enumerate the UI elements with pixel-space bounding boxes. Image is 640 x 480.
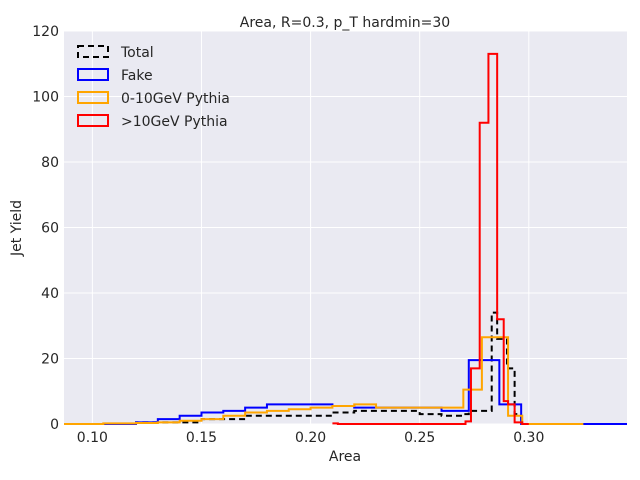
series-layer [64, 52, 627, 425]
y-tick-label: 80 [41, 155, 59, 171]
legend-swatch-fake [77, 68, 109, 81]
y-axis-ticks: 0 20 40 60 80 100 120 [32, 24, 59, 433]
legend-item-fake: Fake [77, 68, 153, 84]
y-tick-label: 20 [41, 352, 59, 368]
legend-label-0-10gev: 0-10GeV Pythia [121, 91, 230, 107]
legend-label-total: Total [120, 45, 154, 61]
y-axis-label: Jet Yield [9, 200, 25, 257]
x-tick-label: 0.15 [186, 430, 217, 446]
legend-swatch-0-10gev [77, 91, 109, 104]
y-tick-label: 40 [41, 286, 59, 302]
series-fake [64, 359, 627, 425]
y-tick-label: 60 [41, 221, 59, 237]
y-tick-label: 100 [32, 90, 59, 106]
legend-label-fake: Fake [121, 68, 153, 84]
x-axis-ticks: 0.10 0.15 0.20 0.25 0.30 [77, 430, 545, 446]
x-tick-label: 0.10 [77, 430, 108, 446]
grid [64, 30, 627, 425]
x-tick-label: 0.25 [404, 430, 435, 446]
x-axis-label: Area [329, 449, 361, 465]
x-tick-label: 0.30 [513, 430, 544, 446]
chart-title: Area, R=0.3, p_T hardmin=30 [240, 15, 450, 31]
legend: Total Fake 0-10GeV Pythia >10GeV Pythia [77, 45, 230, 130]
legend-item-total: Total [77, 45, 154, 61]
legend-item-gt10gev: >10GeV Pythia [77, 114, 228, 130]
series-0-10gev [64, 336, 584, 425]
legend-item-0-10gev: 0-10GeV Pythia [77, 91, 230, 107]
y-tick-label: 120 [32, 24, 59, 40]
legend-label-gt10gev: >10GeV Pythia [121, 114, 228, 130]
series-gt10gev [332, 52, 529, 425]
legend-swatch-total [77, 45, 109, 58]
x-tick-label: 0.20 [295, 430, 326, 446]
legend-swatch-gt10gev [77, 114, 109, 127]
y-tick-label: 0 [50, 417, 59, 433]
